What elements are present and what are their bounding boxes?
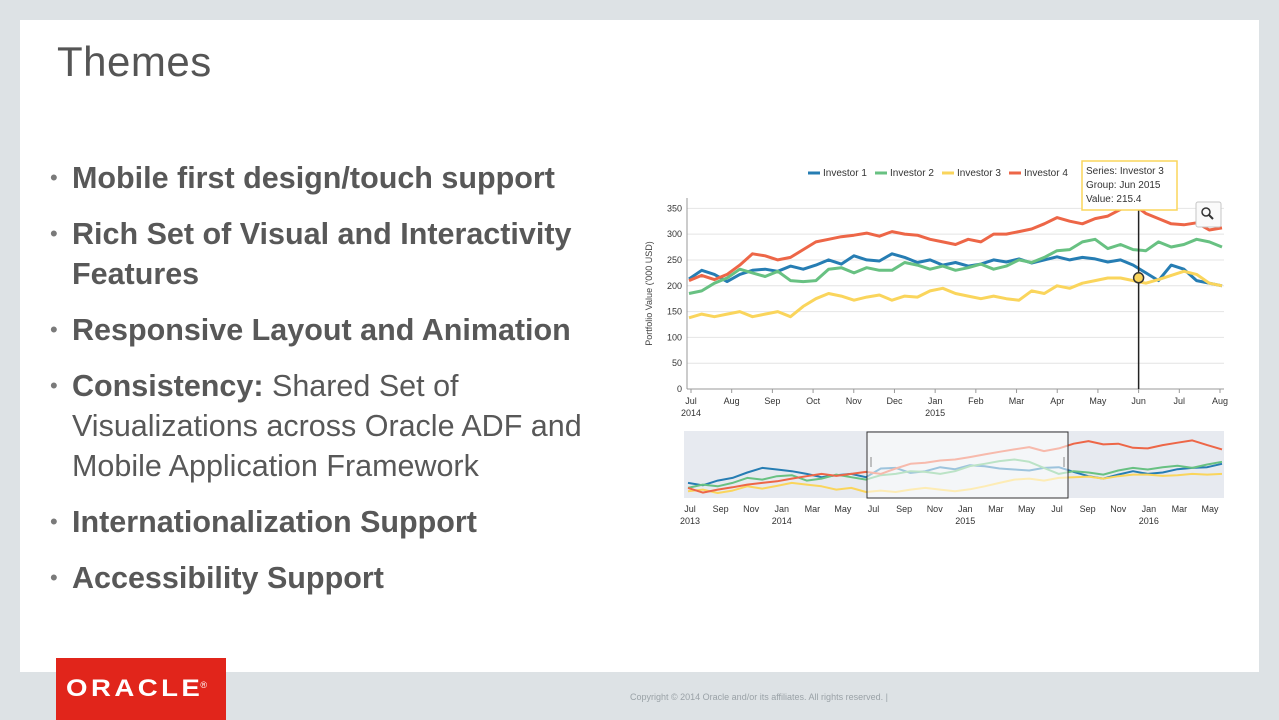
y-axis-label: Portfolio Value ('000 USD) — [644, 241, 654, 346]
series-line[interactable] — [688, 269, 1223, 320]
main-plot[interactable]: 0 50 100 150 200 250 300 350 Portfolio Value ('0… — [644, 160, 1228, 418]
x-tick-label: Jul — [1174, 396, 1186, 406]
bullet-dot-icon: • — [50, 221, 58, 246]
y-tick-label: 300 — [667, 229, 682, 239]
bullet-item: • Accessibility Support — [50, 558, 640, 598]
overview-x-tick-label: Jul — [1051, 504, 1063, 514]
overview-x-tick-label: Jul — [684, 504, 696, 514]
overview-x-tick-label: May — [1201, 504, 1219, 514]
x-tick-year-label: 2014 — [681, 408, 701, 418]
line-chart[interactable]: Investor 1 Investor 2 Investor 3 Investor 4… — [640, 155, 1240, 535]
bullet-item: • Internationalization Support — [50, 502, 640, 542]
bullet-dot-icon: • — [50, 373, 58, 398]
overview-x-tick-label: Jan — [958, 504, 973, 514]
bullet-text: Shared Set of Visualizations across Orac… — [72, 369, 582, 483]
x-tick-label: Mar — [1009, 396, 1025, 406]
registered-mark: ® — [200, 680, 207, 690]
bullet-dot-icon: • — [50, 565, 58, 590]
magnifier-handle-icon — [1208, 214, 1214, 220]
bullet-bold-text: Internationalization Support — [72, 505, 477, 539]
overview-x-tick-label: May — [834, 504, 852, 514]
oracle-logo: ORACLE ® — [56, 658, 226, 720]
x-tick-label: Aug — [1212, 396, 1228, 406]
tooltip-text: Series: Investor 3 — [1086, 166, 1164, 177]
logo-text: ORACLE — [66, 675, 204, 702]
overview-x-tick-label: Nov — [743, 504, 760, 514]
overview-x-tick-label: May — [1018, 504, 1036, 514]
overview-x-tick-label: Mar — [988, 504, 1004, 514]
y-tick-label: 250 — [667, 255, 682, 265]
overview-x-tick-label: Nov — [927, 504, 944, 514]
overview-selection-window[interactable] — [866, 431, 1069, 499]
x-tick-label: Jul — [685, 396, 697, 406]
chart-container[interactable]: Investor 1 Investor 2 Investor 3 Investor 4… — [640, 155, 1240, 535]
x-tick-label: Dec — [886, 396, 903, 406]
legend-label[interactable]: Investor 3 — [957, 168, 1001, 179]
chart-legend[interactable]: Investor 1 Investor 2 Investor 3 Investor 4 — [808, 168, 1068, 179]
bullet-dot-icon: • — [50, 317, 58, 342]
overview-x-tick-label: Sep — [896, 504, 912, 514]
bullet-bold-text: Accessibility Support — [72, 561, 384, 595]
x-tick-label: Jun — [1131, 396, 1146, 406]
y-tick-label: 0 — [677, 384, 682, 394]
x-tick-year-label: 2015 — [925, 408, 945, 418]
y-tick-label: 350 — [667, 203, 682, 213]
bullet-item: • Consistency: Shared Set of Visualizatio… — [50, 366, 640, 486]
x-tick-label: Oct — [806, 396, 821, 406]
x-tick-label: Nov — [846, 396, 863, 406]
y-tick-label: 150 — [667, 307, 682, 317]
magnifier-icon[interactable] — [1201, 207, 1211, 217]
overview-x-year-label: 2014 — [772, 516, 792, 526]
bullet-item: • Rich Set of Visual and Interactivity Fe… — [50, 214, 640, 294]
x-tick-label: Apr — [1050, 396, 1064, 406]
overview-x-tick-label: Sep — [713, 504, 729, 514]
y-tick-label: 50 — [672, 358, 682, 368]
overview-x-tick-label: Jan — [1142, 504, 1157, 514]
y-tick-label: 100 — [667, 332, 682, 342]
bullet-dot-icon: • — [50, 165, 58, 190]
slide-title: Themes — [57, 38, 212, 85]
x-tick-label: May — [1089, 396, 1107, 406]
bullet-item: • Mobile first design/touch support — [50, 158, 640, 198]
overview-x-tick-label: Sep — [1080, 504, 1096, 514]
y-tick-label: 200 — [667, 281, 682, 291]
overview-x-year-label: 2013 — [680, 516, 700, 526]
legend-label[interactable]: Investor 2 — [890, 168, 934, 179]
x-tick-label: Aug — [724, 396, 740, 406]
bullet-bold-text: Responsive Layout and Animation — [72, 313, 571, 347]
bullet-bold-text: Mobile first design/touch support — [72, 161, 555, 195]
x-tick-label: Sep — [764, 396, 780, 406]
overview-x-tick-label: Mar — [805, 504, 821, 514]
overview-plot[interactable]: Jul Sep Nov Jan Mar May Jul Sep Nov Jan Mar May Jul S… — [680, 431, 1224, 526]
tooltip-text: Value: 215.4 — [1086, 194, 1142, 205]
bullet-dot-icon: • — [50, 509, 58, 534]
copyright-text: Copyright © 2014 Oracle and/or its affil… — [630, 692, 888, 702]
tooltip-box — [1081, 160, 1178, 211]
x-tick-label: Jan — [928, 396, 943, 406]
x-tick-label: Feb — [968, 396, 984, 406]
bullet-bold-text: Rich Set of Visual and Interactivity Fea… — [72, 217, 572, 291]
bullet-bold-text: Consistency: — [72, 369, 264, 403]
overview-x-tick-label: Jul — [868, 504, 880, 514]
overview-x-year-label: 2016 — [1139, 516, 1159, 526]
series-line[interactable] — [688, 237, 1223, 295]
overview-x-year-label: 2015 — [955, 516, 975, 526]
legend-label[interactable]: Investor 1 — [823, 168, 867, 179]
tooltip-text: Group: Jun 2015 — [1086, 180, 1161, 191]
overview-x-tick-label: Mar — [1172, 504, 1188, 514]
overview-x-tick-label: Nov — [1110, 504, 1127, 514]
bullet-list: • Mobile first design/touch support • Rich… — [50, 158, 640, 614]
bullet-item: • Responsive Layout and Animation — [50, 310, 640, 350]
data-point-marker[interactable] — [1132, 272, 1145, 284]
overview-x-tick-label: Jan — [775, 504, 790, 514]
legend-label[interactable]: Investor 4 — [1024, 168, 1068, 179]
